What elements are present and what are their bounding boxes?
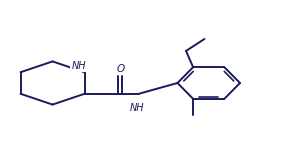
Text: NH: NH [130,103,145,113]
Text: O: O [116,64,124,74]
Text: NH: NH [72,61,87,71]
